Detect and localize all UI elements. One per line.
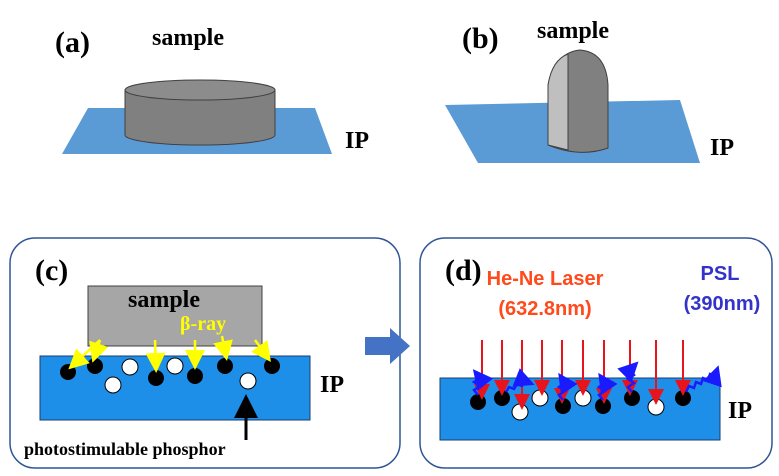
phosphor-label: photostimulable phosphor xyxy=(24,439,226,459)
psl-wavelength: (390nm) xyxy=(684,293,761,315)
laser-label: He-Ne Laser xyxy=(487,268,604,290)
panel-b: (b) sample IP xyxy=(445,18,734,163)
panel-a: (a) sample IP xyxy=(55,25,369,154)
sample-label: sample xyxy=(152,25,224,51)
diagram: (a) sample IP (b) sample IP xyxy=(0,0,779,476)
panel-d: (d) He-Ne Laser (632.8nm) PSL (390nm) IP xyxy=(420,238,772,468)
panel-label: (c) xyxy=(35,254,68,287)
sample-top xyxy=(125,80,275,100)
ip-label: IP xyxy=(710,135,734,161)
panel-label: (b) xyxy=(462,22,499,55)
ip-label: IP xyxy=(345,128,369,154)
beta-ray-label: β-ray xyxy=(180,313,226,335)
panel-frame xyxy=(10,238,400,468)
ip-label: IP xyxy=(320,372,344,398)
sample-label: sample xyxy=(128,287,200,313)
laser-wavelength: (632.8nm) xyxy=(498,298,591,320)
sample-face xyxy=(548,54,568,150)
panel-c: (c) sample β-ray IP photostimulable phos… xyxy=(10,238,400,468)
panel-label: (a) xyxy=(55,26,90,59)
panel-label: (d) xyxy=(445,254,482,287)
sample-label: sample xyxy=(537,18,609,44)
psl-label: PSL xyxy=(701,263,740,285)
ip-label: IP xyxy=(728,398,752,424)
